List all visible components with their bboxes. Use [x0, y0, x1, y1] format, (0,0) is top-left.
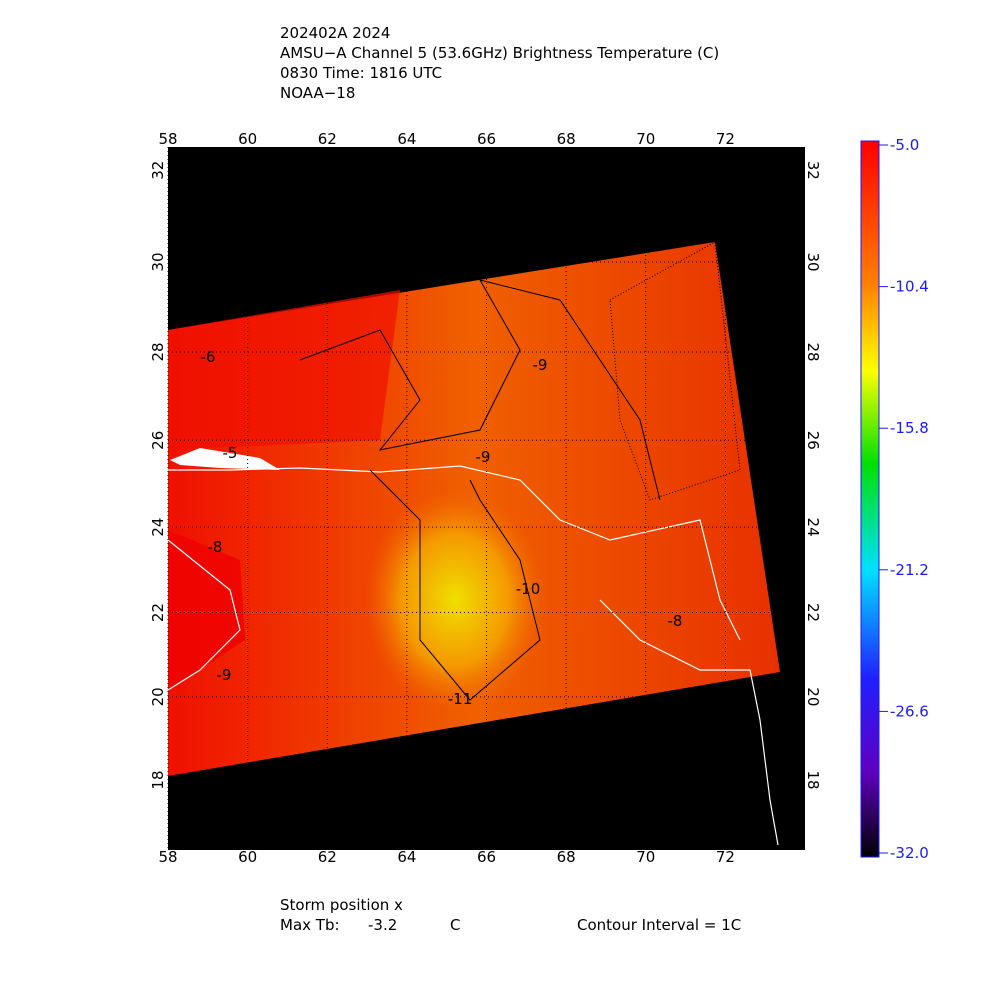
- lat-tick-label: 32: [149, 161, 167, 180]
- contour-label: -9: [476, 448, 491, 466]
- lon-tick-label: 70: [636, 848, 655, 866]
- header-line: 0830 Time: 1816 UTC: [280, 64, 442, 82]
- colorbar-tick-label: -32.0: [890, 844, 929, 862]
- max-tb-unit: C: [450, 916, 460, 934]
- lon-tick-label: 72: [716, 848, 735, 866]
- contour-label: -10: [516, 580, 541, 598]
- contour: [369, 469, 541, 701]
- header: 202402A 2024 AMSU−A Channel 5 (53.6GHz) B…: [280, 24, 719, 102]
- lat-tick-label: 20: [149, 687, 167, 706]
- swath-warm: [168, 290, 400, 450]
- lat-tick-label: 26: [804, 431, 822, 450]
- hatch: [609, 241, 741, 501]
- coastline: [167, 539, 241, 691]
- storm-position: Storm position x: [280, 896, 403, 914]
- contour-label: -8: [668, 612, 683, 630]
- contour: [299, 279, 661, 501]
- colorbar-tick-label: -26.6: [890, 702, 929, 720]
- lon-tick-label: 58: [158, 848, 177, 866]
- max-tb-value: -3.2: [368, 916, 397, 934]
- colorbar-tick-label: -21.2: [890, 561, 929, 579]
- lon-tick-label: 68: [557, 130, 576, 148]
- max-tb-label: Max Tb:: [280, 916, 340, 934]
- lon-tick-label: 72: [716, 130, 735, 148]
- lon-tick-label: 68: [557, 848, 576, 866]
- lon-tick-label: 66: [477, 130, 496, 148]
- contour-label: -9: [533, 356, 548, 374]
- lat-tick-label: 30: [149, 252, 167, 271]
- lon-tick-label: 70: [636, 130, 655, 148]
- lon-tick-label: 60: [238, 130, 257, 148]
- lat-tick-label: 22: [804, 603, 822, 622]
- contour-label: -6: [201, 348, 216, 366]
- colorbar-tick-label: -15.8: [890, 419, 929, 437]
- lon-tick-label: 62: [318, 130, 337, 148]
- lat-tick-label: 18: [149, 770, 167, 789]
- contour-label: -5: [223, 444, 238, 462]
- lat-tick-label: 32: [804, 161, 822, 180]
- contour-label: -9: [217, 666, 232, 684]
- coastline: [599, 599, 779, 846]
- header-line: NOAA−18: [280, 84, 355, 102]
- lat-tick-label: 26: [149, 431, 167, 450]
- colorbar-tick-label: -5.0: [890, 136, 919, 154]
- lon-tick-label: 64: [397, 130, 416, 148]
- lat-tick-label: 20: [804, 687, 822, 706]
- lat-tick-label: 22: [149, 603, 167, 622]
- lon-tick-label: 64: [397, 848, 416, 866]
- header-line: AMSU−A Channel 5 (53.6GHz) Brightness Te…: [280, 44, 719, 62]
- lat-tick-label: 24: [149, 518, 167, 537]
- lon-tick-label: 60: [238, 848, 257, 866]
- contour-label: -8: [208, 538, 223, 556]
- island: [170, 448, 280, 470]
- lat-tick-label: 28: [804, 342, 822, 361]
- lat-tick-label: 30: [804, 252, 822, 271]
- lon-tick-label: 58: [158, 130, 177, 148]
- colorbar: [860, 140, 880, 858]
- lon-tick-label: 62: [318, 848, 337, 866]
- lon-tick-label: 66: [477, 848, 496, 866]
- lat-tick-label: 28: [149, 342, 167, 361]
- header-line: 202402A 2024: [280, 24, 390, 42]
- swath-warm: [168, 530, 245, 690]
- lat-tick-label: 18: [804, 770, 822, 789]
- contour-label: -11: [448, 690, 473, 708]
- contour-interval: Contour Interval = 1C: [577, 916, 741, 934]
- swath-cool: [365, 490, 545, 710]
- lat-tick-label: 24: [804, 518, 822, 537]
- colorbar-tick-label: -10.4: [890, 278, 929, 296]
